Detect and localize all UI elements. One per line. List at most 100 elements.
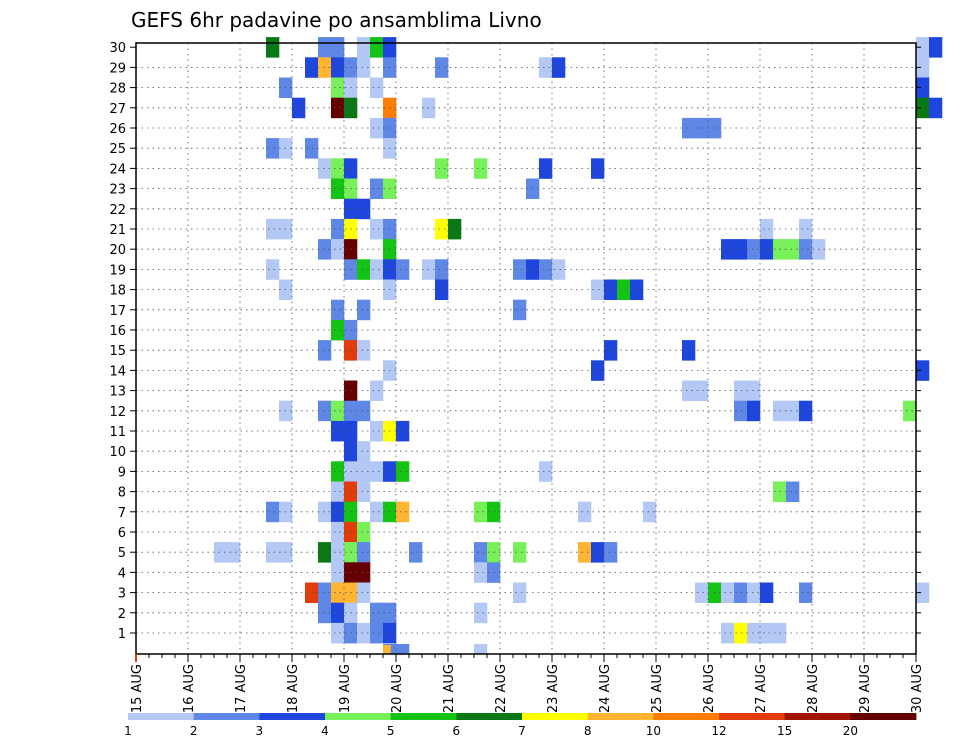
heatmap-cell xyxy=(604,279,618,300)
heatmap-cell xyxy=(331,319,345,341)
x-tick-label: 27 AUG xyxy=(754,664,769,713)
heatmap-cell xyxy=(331,77,345,98)
heatmap-cell xyxy=(474,644,488,654)
heatmap-cell xyxy=(331,97,345,119)
heatmap-cell xyxy=(331,582,345,603)
heatmap-cell xyxy=(916,582,930,603)
heatmap-cell xyxy=(370,218,384,240)
legend-swatch xyxy=(784,713,851,720)
heatmap-cell xyxy=(357,521,371,543)
y-tick-label: 2 xyxy=(118,607,126,622)
heatmap-cell xyxy=(591,158,605,179)
heatmap-cells xyxy=(214,37,943,654)
heatmap-cell xyxy=(357,622,371,644)
heatmap-cell xyxy=(331,57,345,78)
heatmap-cell xyxy=(513,299,527,321)
legend-swatch xyxy=(325,713,392,720)
x-tick-label: 18 AUG xyxy=(286,664,301,713)
heatmap-cell xyxy=(695,380,709,401)
legend-label: 6 xyxy=(453,724,461,738)
heatmap-cell xyxy=(331,461,345,482)
heatmap-cell xyxy=(318,158,332,179)
heatmap-cell xyxy=(682,117,696,139)
heatmap-cell xyxy=(721,582,735,603)
y-tick-label: 20 xyxy=(109,243,126,258)
heatmap-cell xyxy=(383,37,397,58)
legend-label: 8 xyxy=(584,724,592,738)
legend-label: 1 xyxy=(124,724,132,738)
legend-swatch xyxy=(719,713,786,720)
heatmap-cell xyxy=(435,57,449,78)
y-tick-label: 11 xyxy=(109,425,126,440)
heatmap-cell xyxy=(266,138,280,159)
heatmap-cell xyxy=(331,521,345,543)
y-tick-label: 24 xyxy=(109,162,126,177)
heatmap-cell xyxy=(539,57,553,78)
heatmap-cell xyxy=(383,645,391,654)
heatmap-cell xyxy=(370,602,384,624)
heatmap-cell xyxy=(357,582,371,603)
legend-label: 3 xyxy=(256,724,264,738)
x-tick-label: 20 AUG xyxy=(390,664,405,713)
heatmap-cell xyxy=(760,218,774,240)
heatmap-cell xyxy=(578,542,592,563)
heatmap-cell xyxy=(409,542,423,563)
heatmap-cell xyxy=(474,602,488,624)
heatmap-cell xyxy=(916,97,930,119)
legend-swatch xyxy=(456,713,523,720)
heatmap-cell xyxy=(357,57,371,78)
heatmap-cell xyxy=(305,57,319,78)
heatmap-cell xyxy=(331,400,345,422)
heatmap-cell xyxy=(474,542,488,563)
heatmap-cell xyxy=(435,259,449,280)
legend-label: 15 xyxy=(777,724,792,738)
legend-swatch xyxy=(653,713,720,720)
heatmap-cell xyxy=(760,622,774,644)
heatmap-cell xyxy=(266,501,280,523)
heatmap-cell xyxy=(266,37,280,58)
heatmap-cell xyxy=(370,259,384,280)
heatmap-cell xyxy=(734,622,748,644)
heatmap-cell xyxy=(552,259,566,280)
legend-swatch xyxy=(390,713,457,720)
legend-label: 7 xyxy=(518,724,526,738)
y-tick-label: 12 xyxy=(109,405,126,420)
y-tick-label: 21 xyxy=(109,223,126,238)
y-tick-label: 16 xyxy=(109,324,126,339)
heatmap-cell xyxy=(357,441,371,462)
heatmap-cell xyxy=(331,239,345,260)
heatmap-cell xyxy=(357,198,371,220)
heatmap-cell xyxy=(266,542,280,563)
legend-swatch xyxy=(193,713,260,720)
heatmap-cell xyxy=(331,37,345,58)
heatmap-cell xyxy=(318,239,332,260)
heatmap-cell xyxy=(305,582,319,603)
heatmap-cell xyxy=(929,97,943,119)
heatmap-cell xyxy=(799,218,813,240)
heatmap-cell xyxy=(331,602,345,624)
heatmap-cell xyxy=(331,218,345,240)
y-tick-label: 26 xyxy=(109,122,126,137)
legend-swatch xyxy=(128,713,195,720)
y-tick-label: 29 xyxy=(109,61,126,76)
heatmap-cell xyxy=(331,420,345,442)
heatmap-cell xyxy=(331,158,345,179)
heatmap-cell xyxy=(396,461,410,482)
heatmap-cell xyxy=(760,582,774,603)
heatmap-cell xyxy=(513,542,527,563)
heatmap-cell xyxy=(331,178,345,199)
heatmap-cell xyxy=(916,57,930,78)
x-tick-label: 28 AUG xyxy=(806,664,821,713)
heatmap-cell xyxy=(370,77,384,98)
heatmap-cell xyxy=(357,400,371,422)
heatmap-cell xyxy=(760,239,774,260)
heatmap-cell xyxy=(929,37,943,58)
heatmap-cell xyxy=(357,542,371,563)
legend-label: 10 xyxy=(646,724,661,738)
heatmap-cell xyxy=(357,299,371,321)
heatmap-cell xyxy=(539,259,553,280)
heatmap-cell xyxy=(331,481,345,502)
heatmap-cell xyxy=(292,97,306,119)
heatmap-cell xyxy=(318,400,332,422)
y-tick-label: 4 xyxy=(118,566,126,581)
